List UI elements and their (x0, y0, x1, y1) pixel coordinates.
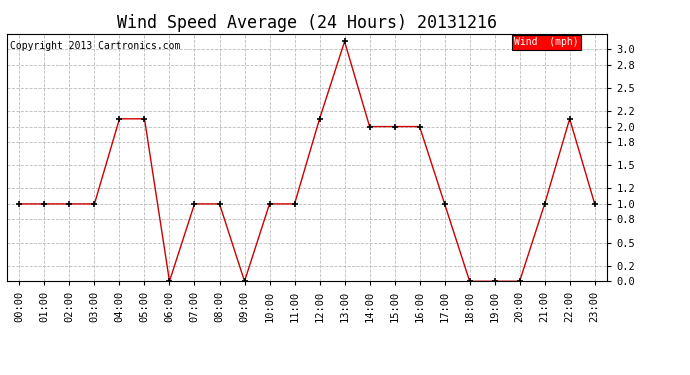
Text: Wind  (mph): Wind (mph) (514, 38, 579, 48)
Text: Copyright 2013 Cartronics.com: Copyright 2013 Cartronics.com (10, 41, 180, 51)
Title: Wind Speed Average (24 Hours) 20131216: Wind Speed Average (24 Hours) 20131216 (117, 14, 497, 32)
